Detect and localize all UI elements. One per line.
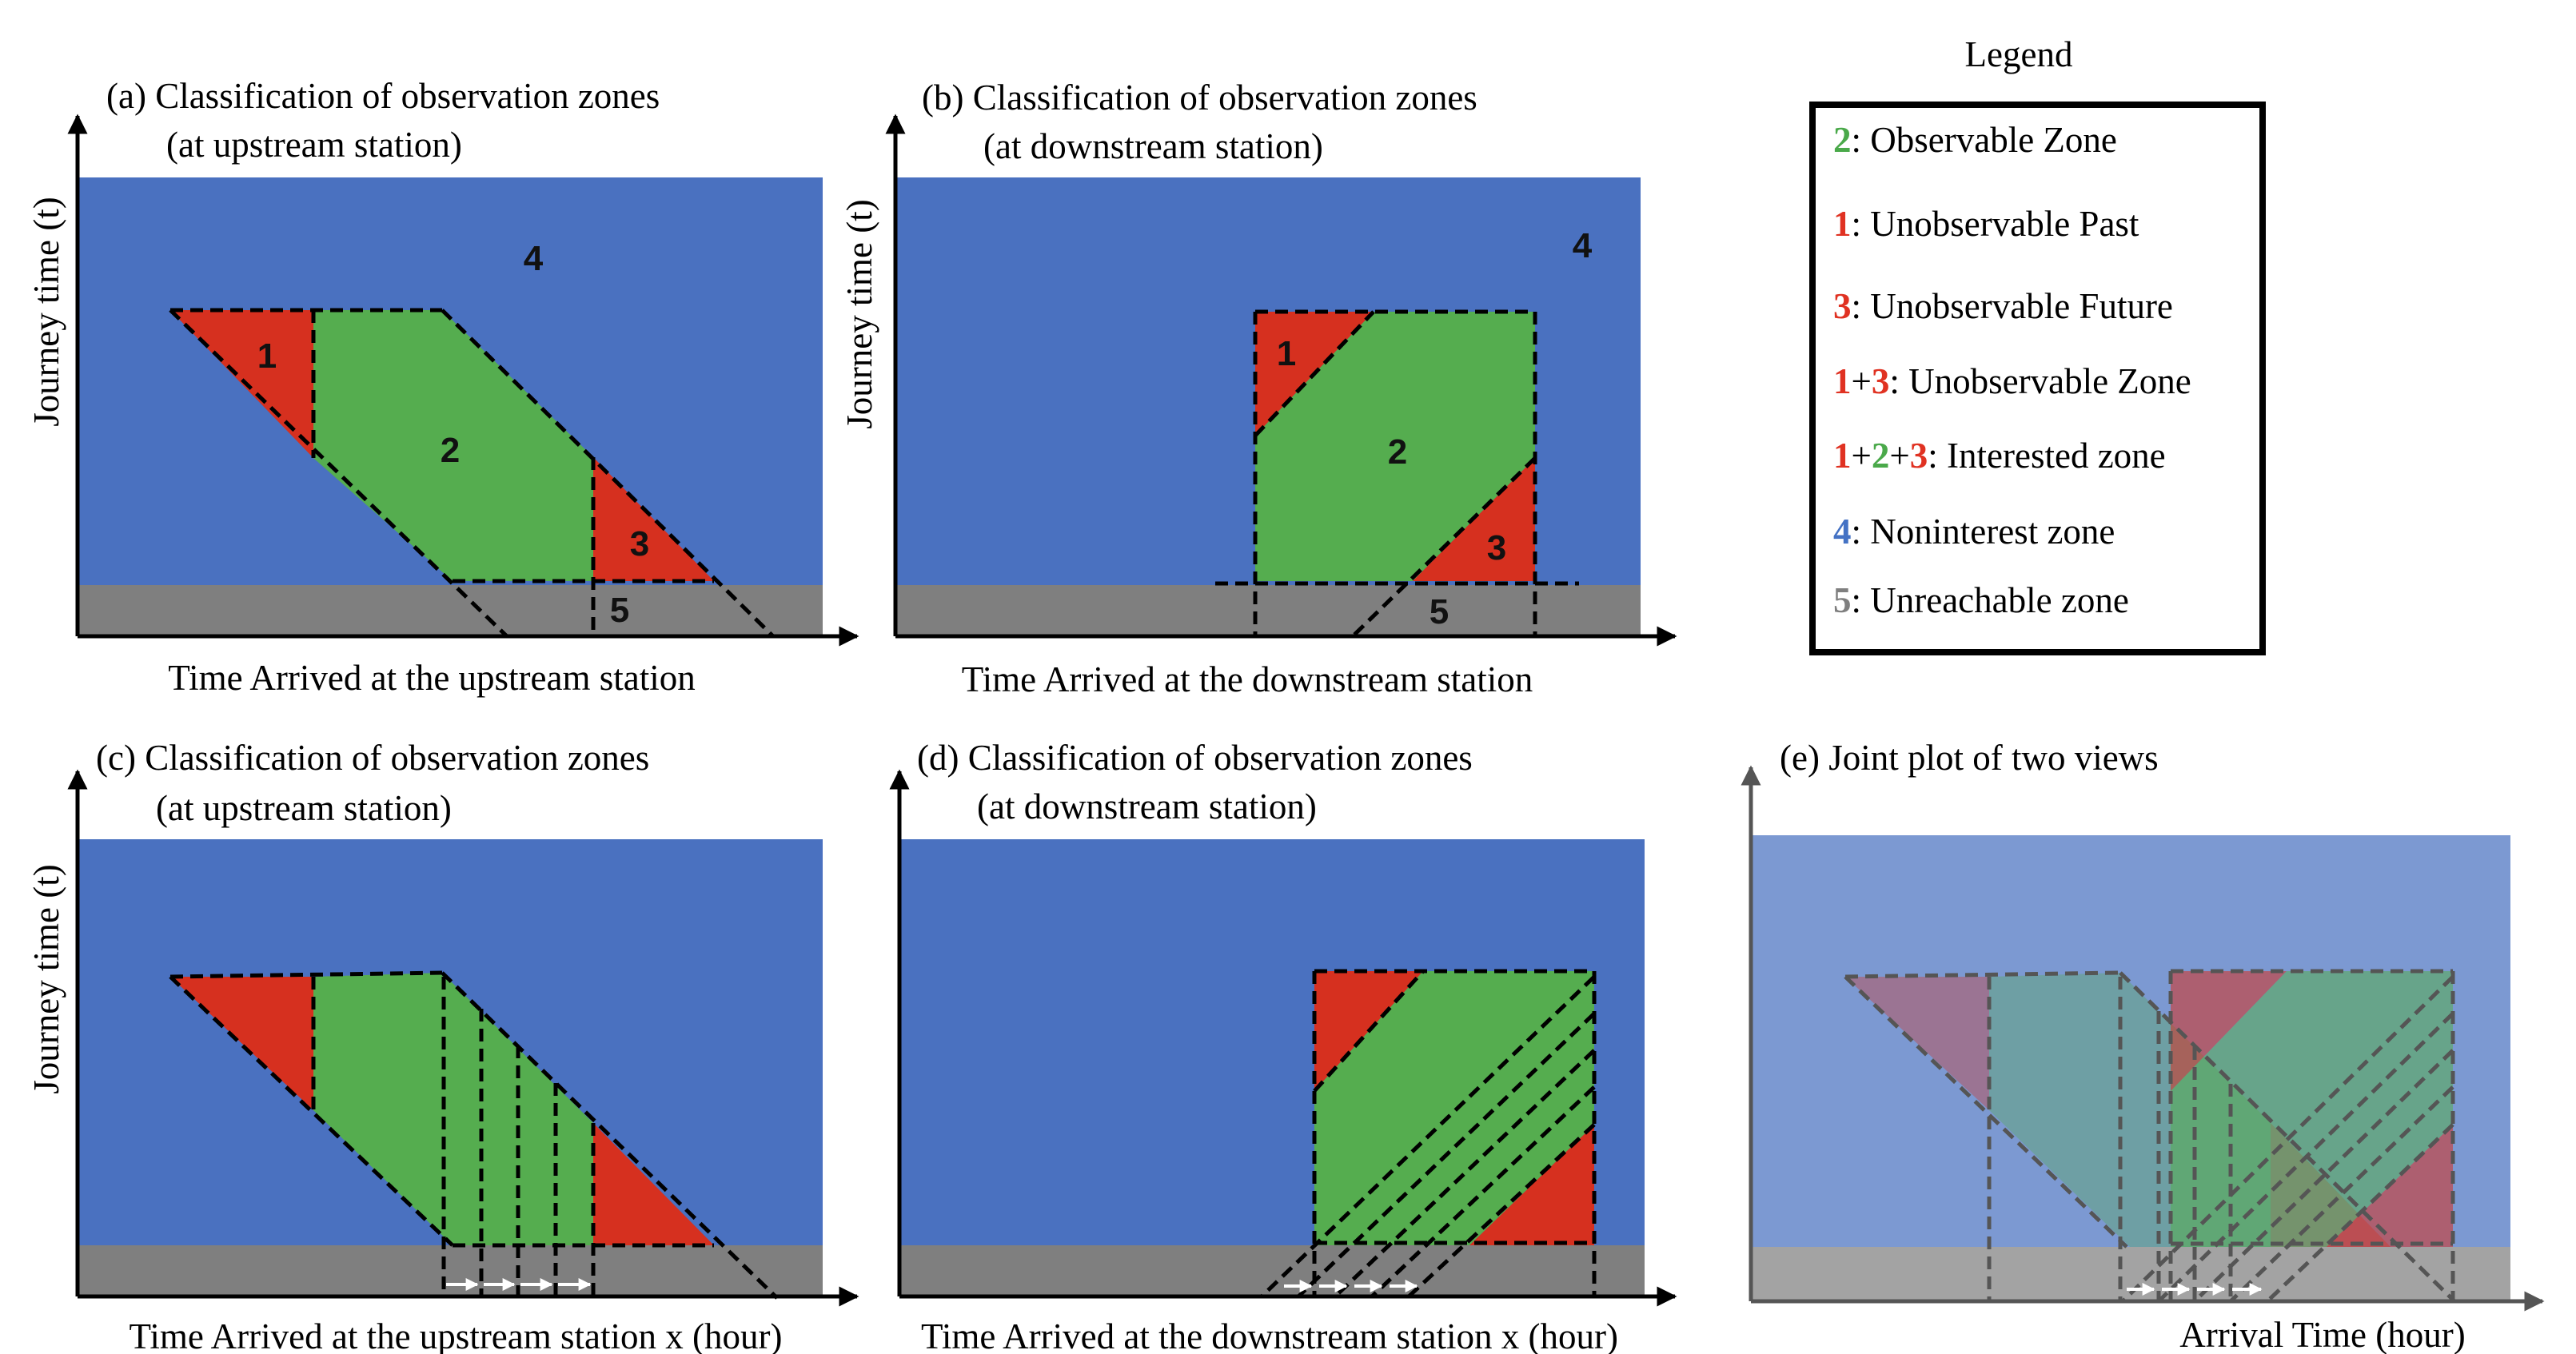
panel-b-title-line2: (at downstream station)	[983, 126, 1323, 166]
panel-c-dashed-outline	[169, 970, 779, 1300]
legend-item-label: : Interested zone	[1928, 436, 2165, 476]
legend-item-label: : Noninterest zone	[1852, 512, 2115, 552]
legend-item-key: +	[1889, 436, 1909, 476]
panel-a: 1 2 3 4 5 (a) Classification of observat…	[26, 76, 859, 698]
legend-item-label: : Unobservable Zone	[1889, 361, 2191, 401]
panel-b-zone-2	[1255, 312, 1535, 581]
panel-b-zone-label-2: 2	[1388, 432, 1407, 472]
legend-item-key: 3	[1833, 286, 1852, 326]
panel-a-dashed-outline	[169, 308, 775, 638]
panel-e: (e) Joint plot of two views Arrival Time…	[1741, 738, 2545, 1354]
legend-item: 2: Observable Zone	[1833, 120, 2117, 160]
panel-d-title-line2: (at downstream station)	[977, 787, 1317, 826]
legend-item-key: +	[1852, 436, 1872, 476]
panel-d-dashed-outline	[1260, 969, 1597, 1298]
panel-e-title: (e) Joint plot of two views	[1780, 738, 2159, 778]
panel-d-x-label: Time Arrived at the downstream station x…	[921, 1316, 1618, 1354]
panel-a-y-label: Journey time (t)	[26, 197, 66, 426]
panel-b-dashed-outline	[1215, 309, 1579, 638]
panel-c-title-line1: (c) Classification of observation zones	[96, 738, 649, 778]
panel-c-unreachable-zone	[78, 1245, 823, 1296]
legend-item-key: 2	[1833, 120, 1852, 160]
legend-item-label: : Unreachable zone	[1852, 580, 2129, 620]
panel-a-zone-label-2: 2	[441, 431, 460, 470]
legend-item: 1: Unobservable Past	[1833, 204, 2139, 244]
legend-item-label: : Observable Zone	[1852, 120, 2117, 160]
panel-e-x-label: Arrival Time (hour)	[2179, 1315, 2465, 1354]
legend-box	[1809, 102, 2266, 655]
panel-a-x-label: Time Arrived at the upstream station	[168, 658, 696, 698]
legend-item-key: 1	[1833, 436, 1852, 476]
panel-b: 1 2 3 4 5 (b) Classification of observat…	[839, 78, 1677, 699]
legend-title: Legend	[1965, 34, 2073, 74]
panel-a-unreachable-zone	[78, 585, 823, 636]
panel-b-zone-label-1: 1	[1277, 334, 1296, 373]
legend-item-key: 3	[1910, 436, 1928, 476]
panel-b-zone-label-5: 5	[1430, 592, 1449, 631]
panel-c-title-line2: (at upstream station)	[156, 788, 452, 828]
panel-c-zone-3	[593, 1123, 714, 1245]
panel-c: (c) Classification of observation zones …	[26, 738, 859, 1354]
panel-a-zone-label-4: 4	[524, 239, 544, 278]
panel-a-zone-label-5: 5	[610, 591, 629, 630]
panel-b-zone-label-3: 3	[1487, 528, 1506, 567]
legend-item: 4: Noninterest zone	[1833, 512, 2115, 552]
panel-b-title-line1: (b) Classification of observation zones	[922, 78, 1477, 117]
legend-item-label: : Unobservable Past	[1852, 204, 2139, 244]
legend-item-key: 4	[1833, 512, 1852, 552]
legend-item-key: 1	[1833, 361, 1852, 401]
panel-e-dashed-outline	[1844, 969, 2456, 1303]
panel-b-x-label: Time Arrived at the downstream station	[962, 659, 1533, 699]
panel-b-unreachable-zone	[895, 585, 1641, 636]
legend-item: 5: Unreachable zone	[1833, 580, 2129, 620]
legend-item-key: 1	[1833, 204, 1852, 244]
panel-a-zone-2	[313, 310, 593, 581]
legend-item-label: : Unobservable Future	[1852, 286, 2173, 326]
panel-b-zone-label-4: 4	[1573, 226, 1593, 265]
legend-item-key: 2	[1872, 436, 1890, 476]
panel-e-downstream-zone-2	[2171, 971, 2453, 1247]
legend-item: 1+2+3: Interested zone	[1833, 436, 2166, 476]
panel-c-y-label: Journey time (t)	[26, 864, 66, 1093]
legend-item-key: 5	[1833, 580, 1852, 620]
panel-b-y-label: Journey time (t)	[839, 199, 879, 428]
legend-item: 1+3: Unobservable Zone	[1833, 361, 2191, 401]
legend-item: 3: Unobservable Future	[1833, 286, 2173, 326]
panel-a-zone-label-3: 3	[630, 524, 649, 564]
panel-a-title-line1: (a) Classification of observation zones	[106, 76, 660, 116]
panel-c-x-label: Time Arrived at the upstream station x (…	[130, 1316, 783, 1354]
panel-a-zone-label-1: 1	[257, 337, 277, 376]
panel-d: (d) Classification of observation zones …	[889, 738, 1677, 1354]
legend-item-key: 3	[1872, 361, 1890, 401]
panel-a-title-line2: (at upstream station)	[166, 125, 462, 165]
panel-d-title-line1: (d) Classification of observation zones	[917, 738, 1473, 778]
legend-item-key: +	[1852, 361, 1872, 401]
